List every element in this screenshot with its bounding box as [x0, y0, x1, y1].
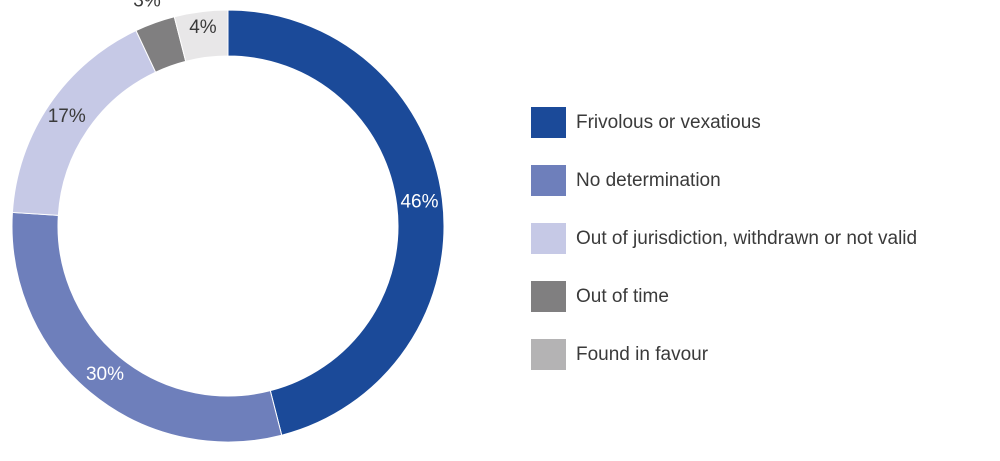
legend-item-no-determination: No determination [531, 165, 721, 196]
data-label-out-of-time: 3% [133, 0, 161, 12]
legend-item-found-in-favour: Found in favour [531, 339, 709, 370]
legend-label-out-of-time: Out of time [576, 286, 669, 307]
legend-swatch-out-of-time [531, 281, 566, 312]
data-label-out-of-jurisdiction-withdrawn-or-not-valid: 17% [48, 106, 86, 127]
legend-label-found-in-favour: Found in favour [576, 344, 709, 365]
slice-frivolous-or-vexatious [227, 9, 445, 436]
legend-swatch-frivolous-or-vexatious [531, 107, 566, 138]
donut-slices [11, 9, 445, 443]
legend-swatch-no-determination [531, 165, 566, 196]
data-label-frivolous-or-vexatious: 46% [400, 191, 438, 212]
slice-no-determination [11, 211, 283, 443]
legend-swatch-found-in-favour [531, 339, 566, 370]
legend-item-out-of-time: Out of time [531, 281, 669, 312]
legend-label-no-determination: No determination [576, 170, 721, 191]
legend-label-frivolous-or-vexatious: Frivolous or vexatious [576, 112, 761, 133]
legend-label-out-of-jurisdiction-withdrawn-or-not-valid: Out of jurisdiction, withdrawn or not va… [576, 228, 917, 249]
legend-item-out-of-jurisdiction-withdrawn-or-not-valid: Out of jurisdiction, withdrawn or not va… [531, 223, 917, 254]
legend: Frivolous or vexatious No determination Ou… [531, 107, 917, 370]
data-label-found-in-favour: 4% [189, 17, 217, 38]
data-label-no-determination: 30% [86, 364, 124, 385]
legend-item-frivolous-or-vexatious: Frivolous or vexatious [531, 107, 761, 138]
legend-swatch-out-of-jurisdiction-withdrawn-or-not-valid [531, 223, 566, 254]
slice-found-in-favour [173, 9, 229, 62]
slice-labels: 46% 30% 17% 3% 4% [48, 0, 439, 385]
